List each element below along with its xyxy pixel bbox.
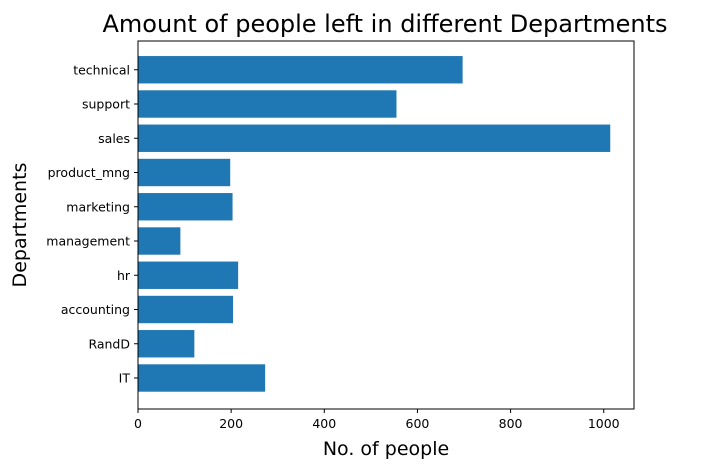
bar-hr [138,261,239,289]
plot-frame [137,40,635,410]
bars-layer [138,56,611,392]
x-tick-label: 200 [219,416,243,431]
bar-IT [138,364,266,392]
x-tick-label: 600 [406,416,430,431]
y-tick-label: RandD [88,336,130,351]
y-tick-label: IT [119,371,131,386]
y-tick-label: management [46,234,130,249]
y-axis-label: Departments [9,163,31,288]
x-tick-label: 800 [499,416,523,431]
bar-accounting [138,295,234,324]
y-tick-label: sales [98,131,130,146]
y-axis-ticks: IT RandD accounting hr management marketing pr… [46,62,138,386]
bar-support [138,90,397,118]
chart-title: Amount of people left in different Depar… [103,10,668,38]
bar-marketing [138,193,233,221]
bar-technical [138,56,463,84]
x-axis-ticks: 0 200 400 600 800 1000 [134,409,620,431]
y-tick-label: marketing [66,199,130,214]
x-axis-label: No. of people [323,438,449,460]
x-tick-label: 1000 [588,416,620,431]
bar-management [138,227,181,255]
y-tick-label: support [82,97,130,112]
bar-RandD [138,330,195,358]
x-tick-label: 400 [312,416,336,431]
y-tick-label: technical [73,62,130,77]
bar-sales [138,124,611,152]
y-tick-label: hr [117,268,131,283]
bar-product_mng [138,158,231,187]
y-tick-label: product_mng [48,165,130,180]
x-tick-label: 0 [134,416,142,431]
y-tick-label: accounting [61,302,130,317]
